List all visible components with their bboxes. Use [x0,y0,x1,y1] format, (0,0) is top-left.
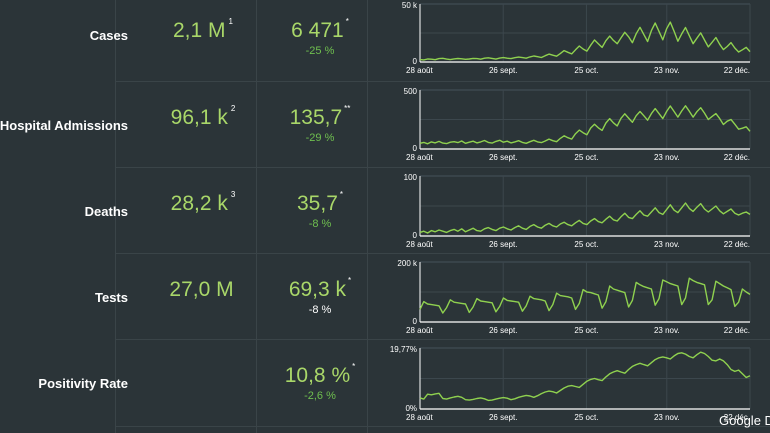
y-axis-max-label: 500 [404,87,418,96]
x-axis-tick-label: 25 oct. [574,413,598,422]
metric-recent: 10,8 % * [284,362,356,387]
x-axis-tick-label: 26 sept. [489,240,517,249]
x-axis-tick-label: 23 nov. [654,153,680,162]
y-axis-min-label: 0 [413,317,418,326]
x-axis-tick-label: 28 août [406,153,433,162]
x-axis-tick-label: 22 déc. [724,326,750,335]
x-axis-tick-label: 26 sept. [489,326,517,335]
x-axis-tick-label: 23 nov. [654,66,680,75]
x-axis-tick-label: 26 sept. [489,413,517,422]
metric-recent: 6 471 * [291,17,349,42]
row-divider [115,339,770,340]
column-divider [256,0,257,433]
y-axis-min-label: 0 [413,231,418,240]
metric-recent: 135,7 ** [289,104,351,129]
metric-total: 27,0 M [169,278,234,301]
footnote-marker: * [348,276,352,285]
x-axis-tick-label: 28 août [406,413,433,422]
metric-recent: 69,3 k * [288,276,352,301]
trend-chart[interactable]: 19,77% 0%28 août 26 sept. 25 oct. 23 nov. 22 … [385,340,770,426]
row-divider [115,81,770,82]
series-line [419,105,751,145]
row-divider [115,253,770,254]
series-line [419,21,751,61]
metric-label: Cases [89,27,128,43]
x-axis-tick-label: 28 août [406,240,433,249]
x-axis-tick-label: 23 nov. [654,326,680,335]
x-axis-tick-label: 23 nov. [654,240,680,249]
metric-row-tests: Tests 27,0 M 69,3 k * -8 % 200 k 0 28 août 2… [0,254,770,340]
row-divider [115,426,770,427]
y-axis-max-label: 19,77% [390,345,417,354]
google-data-studio-logo[interactable]: Google D [719,413,770,428]
y-axis-min-label: 0 [413,144,418,153]
metric-change: -29 % [305,132,335,144]
footnote-marker: ** [344,104,351,113]
metric-label: Hospital Admissions [0,117,128,133]
trend-chart[interactable]: 100 028 août 26 sept. 25 oct. 23 nov. 22 déc. [385,168,770,253]
x-axis-tick-label: 23 nov. [654,413,680,422]
footnote-marker: * [352,362,356,371]
metric-row-positivity-rate: Positivity Rate 10,8 % * -2,6 % 19,77% 0% 2… [0,340,770,426]
metric-recent: 35,7 * [297,190,343,215]
trend-chart[interactable]: 50 k 028 août 26 sept. 25 oct. 23 nov. 22 déc… [385,0,770,80]
footnote-marker: 1 [228,17,233,26]
x-axis-tick-label: 22 déc. [724,66,750,75]
x-axis-tick-label: 22 déc. [724,413,750,422]
x-axis-tick-label: 25 oct. [574,326,598,335]
y-axis-min-label: 0% [405,404,417,413]
y-axis-max-label: 100 [404,173,418,182]
metric-label: Deaths [84,203,128,219]
column-divider [367,0,368,433]
metric-change: -25 % [305,45,335,57]
x-axis-tick-label: 26 sept. [489,153,517,162]
x-axis-tick-label: 25 oct. [574,66,598,75]
row-divider [115,167,770,168]
metric-label: Positivity Rate [38,375,128,391]
x-axis-tick-label: 25 oct. [574,153,598,162]
x-axis-tick-label: 28 août [406,66,433,75]
series-line [419,351,751,402]
footnote-marker: 3 [230,190,236,199]
footnote-marker: 2 [230,104,236,113]
x-axis-tick-label: 26 sept. [489,66,517,75]
y-axis-max-label: 50 k [402,1,418,10]
x-axis-tick-label: 28 août [406,326,433,335]
metric-change: -8 % [308,304,332,316]
footnote-marker: * [345,17,349,26]
metric-change: -8 % [308,218,332,230]
column-divider [115,0,116,433]
series-line [419,277,751,314]
y-axis-max-label: 200 k [397,259,418,268]
x-axis-tick-label: 22 déc. [724,240,750,249]
x-axis-tick-label: 22 déc. [724,153,750,162]
series-line [419,202,751,234]
trend-chart[interactable]: 200 k 028 août 26 sept. 25 oct. 23 nov. 22 dé… [385,254,770,339]
trend-chart[interactable]: 500 028 août 26 sept. 25 oct. 23 nov. 22 déc. [385,82,770,167]
metric-change: -2,6 % [304,390,336,402]
metric-label: Tests [95,289,128,305]
x-axis-tick-label: 25 oct. [574,240,598,249]
y-axis-min-label: 0 [413,57,418,66]
footnote-marker: * [339,190,343,199]
